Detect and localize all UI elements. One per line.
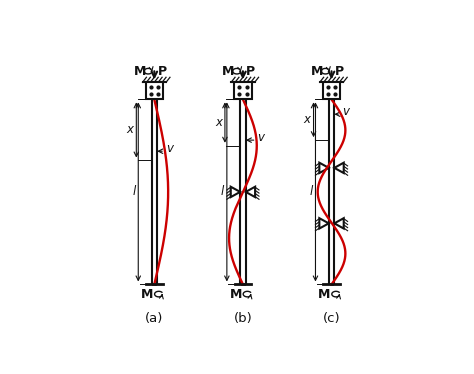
Text: M: M: [229, 288, 242, 301]
Text: M: M: [318, 288, 330, 301]
Text: x: x: [127, 123, 134, 137]
Text: l: l: [132, 186, 136, 199]
Text: (a): (a): [145, 312, 164, 325]
Text: l: l: [310, 186, 313, 199]
Text: M: M: [141, 288, 153, 301]
Text: l: l: [221, 186, 224, 199]
Text: P: P: [246, 65, 255, 78]
Text: (b): (b): [234, 312, 252, 325]
Bar: [146, 82, 163, 99]
Text: M: M: [134, 65, 146, 78]
Text: x: x: [215, 116, 222, 129]
Text: P: P: [158, 65, 167, 78]
Text: v: v: [342, 105, 349, 118]
Text: v: v: [258, 131, 264, 144]
Bar: [234, 82, 252, 99]
Bar: [329, 283, 334, 285]
Bar: [323, 82, 340, 99]
Text: M: M: [222, 65, 235, 78]
Bar: [241, 283, 245, 285]
Text: x: x: [304, 113, 311, 126]
Text: M: M: [311, 65, 323, 78]
Bar: [152, 283, 156, 285]
Text: (c): (c): [323, 312, 340, 325]
Text: v: v: [166, 142, 173, 155]
Text: P: P: [335, 65, 344, 78]
